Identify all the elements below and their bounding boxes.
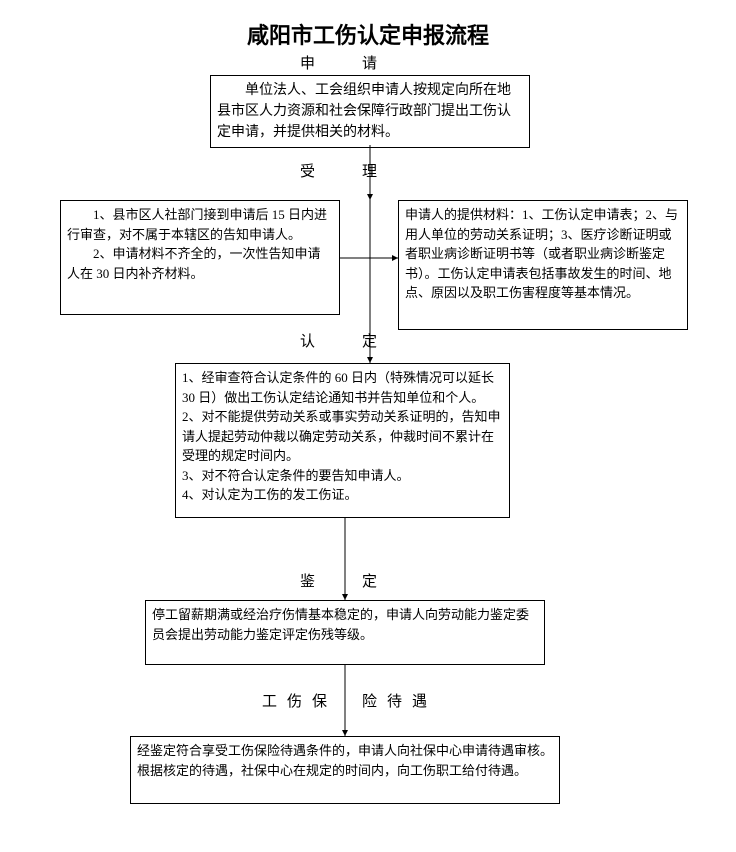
node-text: 1、经审查符合认定条件的 60 日内（特殊情况可以延长 30 日）做出工伤认定结… — [182, 368, 503, 407]
stage-label-benefit: 工伤保 险待遇 — [262, 690, 437, 711]
node-text: 2、申请材料不齐全的，一次性告知申请人在 30 日内补齐材料。 — [67, 244, 333, 283]
node-confirm: 1、经审查符合认定条件的 60 日内（特殊情况可以延长 30 日）做出工伤认定结… — [175, 363, 510, 518]
node-text: 停工留薪期满或经治疗伤情基本稳定的，申请人向劳动能力鉴定委员会提出劳动能力鉴定评… — [152, 605, 538, 644]
node-text: 3、对不符合认定条件的要告知申请人。 — [182, 466, 503, 486]
stage-label-accept: 受 理 — [300, 160, 393, 181]
node-text: 经鉴定符合享受工伤保险待遇条件的，申请人向社保中心申请待遇审核。根据核定的待遇，… — [137, 741, 553, 780]
node-accept-review: 1、县市区人社部门接到申请后 15 日内进行审查，对不属于本辖区的告知申请人。 … — [60, 200, 340, 315]
node-text: 4、对认定为工伤的发工伤证。 — [182, 485, 503, 505]
flowchart-canvas: 咸阳市工伤认定申报流程 申 请 受 理 认 定 鉴 定 工伤保 险待遇 单位法人… — [0, 0, 736, 852]
node-assess: 停工留薪期满或经治疗伤情基本稳定的，申请人向劳动能力鉴定委员会提出劳动能力鉴定评… — [145, 600, 545, 665]
node-text: 1、县市区人社部门接到申请后 15 日内进行审查，对不属于本辖区的告知申请人。 — [67, 205, 333, 244]
page-title: 咸阳市工伤认定申报流程 — [0, 18, 736, 50]
node-text: 单位法人、工会组织申请人按规定向所在地县市区人力资源和社会保障行政部门提出工伤认… — [217, 80, 523, 143]
node-benefit: 经鉴定符合享受工伤保险待遇条件的，申请人向社保中心申请待遇审核。根据核定的待遇，… — [130, 736, 560, 804]
node-text: 申请人的提供材料：1、工伤认定申请表；2、与用人单位的劳动关系证明；3、医疗诊断… — [405, 205, 681, 303]
node-text: 2、对不能提供劳动关系或事实劳动关系证明的，告知申请人提起劳动仲裁以确定劳动关系… — [182, 407, 503, 466]
stage-label-confirm: 认 定 — [300, 330, 393, 351]
stage-label-apply: 申 请 — [300, 52, 393, 73]
node-apply: 单位法人、工会组织申请人按规定向所在地县市区人力资源和社会保障行政部门提出工伤认… — [210, 75, 530, 148]
stage-label-assess: 鉴 定 — [300, 570, 393, 591]
node-accept-materials: 申请人的提供材料：1、工伤认定申请表；2、与用人单位的劳动关系证明；3、医疗诊断… — [398, 200, 688, 330]
